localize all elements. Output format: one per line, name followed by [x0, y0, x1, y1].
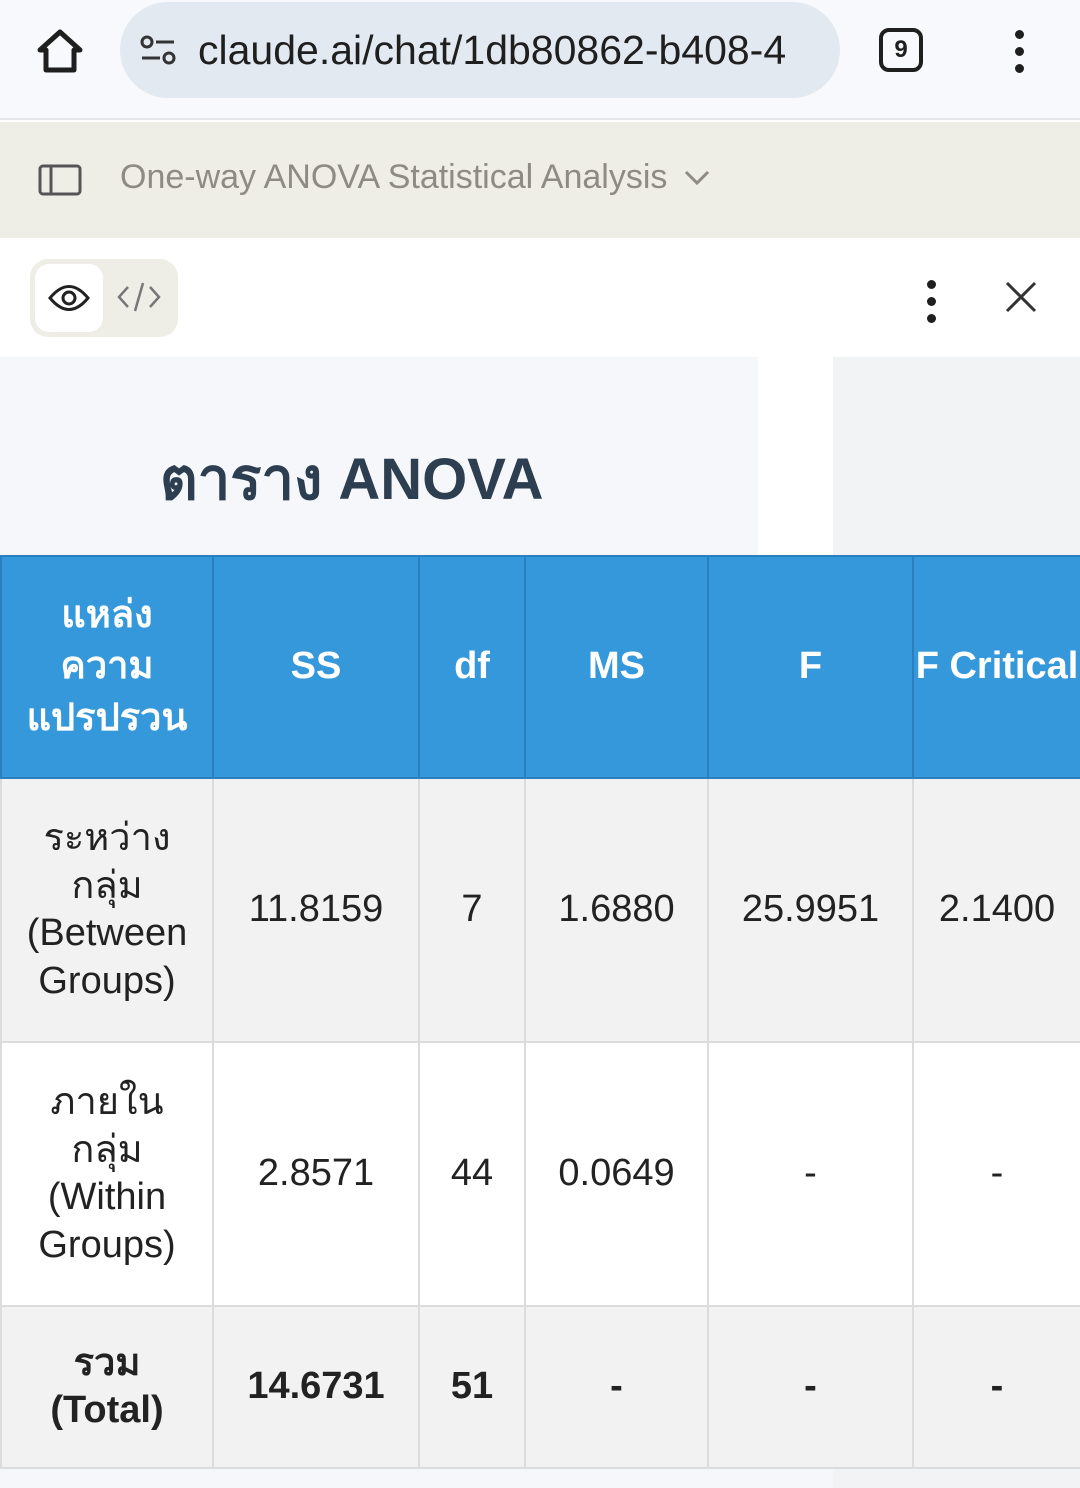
cell-df: 51: [418, 1305, 526, 1469]
cell-f: 25.9951: [707, 777, 914, 1043]
header-ms: MS: [524, 555, 709, 779]
cell-source: รวม (Total): [0, 1305, 214, 1469]
tab-count: 9: [894, 36, 908, 63]
url-bar[interactable]: claude.ai/chat/1db80862-b408-4: [120, 2, 840, 98]
cell-ms: -: [524, 1305, 709, 1469]
cell-source: ภายในกลุ่ม (Within Groups): [0, 1041, 214, 1307]
header-ss: SS: [212, 555, 420, 779]
chevron-down-icon: [685, 170, 710, 185]
table-row: ระหว่างกลุ่ม (Between Groups) 11.8159 7 …: [0, 777, 1080, 1043]
cell-ms: 0.0649: [524, 1041, 709, 1307]
sidebar-toggle-icon[interactable]: [38, 164, 82, 196]
cell-ms: 1.6880: [524, 777, 709, 1043]
cell-f-critical: -: [912, 1041, 1080, 1307]
artifact-side-footer: [833, 1469, 1080, 1488]
chat-header: [0, 122, 1080, 238]
header-df: df: [418, 555, 526, 779]
close-icon[interactable]: [1004, 280, 1038, 314]
artifact-header-area: [0, 357, 758, 555]
cell-f: -: [707, 1305, 914, 1469]
cell-source: ระหว่างกลุ่ม (Between Groups): [0, 777, 214, 1043]
url-text: claude.ai/chat/1db80862-b408-4: [198, 26, 787, 73]
cell-ss: 14.6731: [212, 1305, 420, 1469]
header-source: แหล่งความแปรปรวน: [0, 555, 214, 779]
artifact-toolbar: [0, 238, 1080, 358]
chat-title-dropdown[interactable]: One-way ANOVA Statistical Analysis: [120, 158, 711, 197]
table-row-total: รวม (Total) 14.6731 51 - - -: [0, 1305, 1080, 1469]
cell-f-critical: 2.1400: [912, 777, 1080, 1043]
preview-button[interactable]: [35, 264, 103, 332]
cell-ss: 11.8159: [212, 777, 420, 1043]
eye-icon: [48, 285, 90, 311]
table-header-row: แหล่งความแปรปรวน SS df MS F F Critical: [0, 555, 1080, 779]
cell-ss: 2.8571: [212, 1041, 420, 1307]
artifact-footer-area: [0, 1469, 833, 1488]
page-title: ตาราง ANOVA: [160, 447, 544, 512]
home-icon[interactable]: [36, 28, 84, 74]
cell-df: 44: [418, 1041, 526, 1307]
cell-df: 7: [418, 777, 526, 1043]
header-f-critical: F Critical: [912, 555, 1080, 779]
cell-f: -: [707, 1041, 914, 1307]
chat-title: One-way ANOVA Statistical Analysis: [120, 158, 668, 196]
header-f: F: [707, 555, 914, 779]
tab-switcher-button[interactable]: 9: [879, 28, 923, 72]
more-options-icon[interactable]: [927, 280, 936, 323]
artifact-side-area: [833, 357, 1080, 555]
browser-menu-icon[interactable]: [1015, 30, 1024, 73]
cell-f-critical: -: [912, 1305, 1080, 1469]
anova-table: แหล่งความแปรปรวน SS df MS F F Critical ร…: [0, 555, 1080, 1469]
table-row: ภายในกลุ่ม (Within Groups) 2.8571 44 0.0…: [0, 1041, 1080, 1307]
site-settings-icon[interactable]: [138, 34, 178, 66]
code-icon[interactable]: [116, 280, 162, 314]
